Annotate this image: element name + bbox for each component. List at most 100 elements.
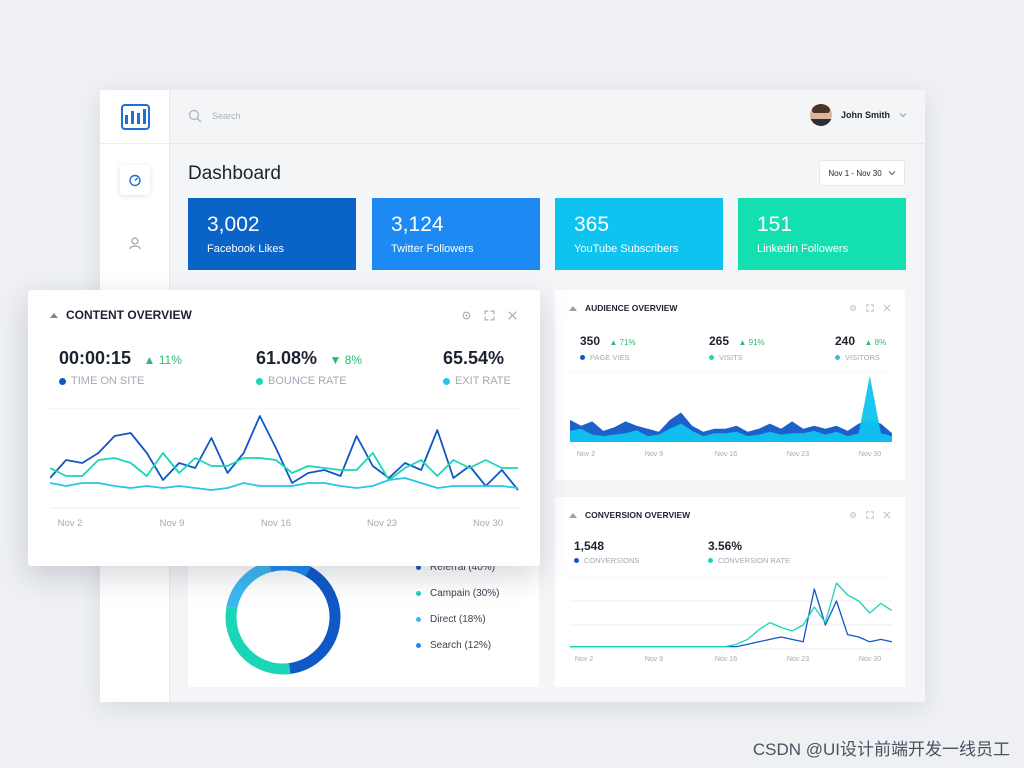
content-line-chart: Nov 2 Nov 9 Nov 16 Nov 23 Nov 30 <box>50 408 520 529</box>
search-icon <box>188 109 202 123</box>
collapse-icon[interactable] <box>569 512 577 518</box>
metric-time-on-site: 00:00:15 ▲ 11% TIME ON SITE <box>59 348 182 387</box>
dashboard-icon <box>129 174 141 187</box>
legend-dot <box>59 377 66 385</box>
legend-item: Campain (30%) <box>416 588 499 599</box>
collapse-icon[interactable] <box>569 305 577 311</box>
traffic-donut-chart <box>225 559 341 675</box>
chevron-down-icon <box>888 171 896 176</box>
series-line-bounce-rate <box>50 452 518 481</box>
series-line-conversion-rate <box>570 582 892 648</box>
avatar[interactable] <box>810 104 832 126</box>
x-tick-label: Nov 16 <box>261 518 291 529</box>
metric-visits: 265 ▲ 91% VISITS <box>709 334 765 362</box>
stat-value: 3,002 <box>207 213 260 236</box>
gear-icon[interactable] <box>461 310 472 321</box>
pie-slice <box>226 561 272 609</box>
user-name: John Smith <box>841 110 890 120</box>
search-input[interactable]: Search <box>212 111 241 121</box>
legend-label: Referral (40%) <box>430 562 496 573</box>
content-overview-card: CONTENT OVERVIEW 00:00:15 ▲ 11% TIME ON … <box>28 290 540 566</box>
x-tick-label: Nov 2 <box>58 518 83 529</box>
legend-dot <box>256 377 263 385</box>
sidebar-item-dashboard[interactable] <box>120 165 150 195</box>
x-tick-label: Nov 30 <box>859 656 881 662</box>
gear-icon[interactable] <box>849 304 857 312</box>
metric-page-views: 350 ▲ 71% PAGE VIES <box>580 334 636 362</box>
card-actions <box>461 310 518 321</box>
x-tick-label: Nov 2 <box>575 656 593 662</box>
x-tick-label: Nov 9 <box>160 518 185 529</box>
series-line-time-on-site <box>50 415 519 491</box>
x-tick-label: Nov 2 <box>577 451 595 457</box>
stat-facebook-likes[interactable]: 3,002 Facebook Likes <box>188 198 356 270</box>
series-line-exit-rate <box>50 477 519 491</box>
legend-dot <box>416 591 421 596</box>
bar-chart-icon[interactable] <box>121 104 150 130</box>
metric-conversions: 1,548 CONVERSIONS <box>574 539 640 565</box>
metric-bounce-rate: 61.08% ▼ 8% BOUNCE RATE <box>256 348 363 387</box>
user-menu[interactable]: John Smith <box>810 104 907 126</box>
change-up: ▲ 11% <box>143 353 182 367</box>
metric-exit-rate: 65.54% EXIT RATE <box>443 348 511 387</box>
change-up: ▲ 71% <box>609 338 636 347</box>
sidebar-item-profile[interactable] <box>120 228 150 258</box>
card-actions <box>849 304 891 312</box>
legend-dot <box>416 565 421 570</box>
audience-overview-card: AUDIENCE OVERVIEW 350 ▲ 71% PAGE VIES 26… <box>555 290 905 480</box>
change-down: ▼ 8% <box>329 353 363 367</box>
card-title: AUDIENCE OVERVIEW <box>569 303 677 313</box>
collapse-icon[interactable] <box>50 312 58 318</box>
audience-area-chart: Nov 2 Nov 9 Nov 16 Nov 23 Nov 30 <box>570 372 892 457</box>
date-range-label: Nov 1 - Nov 30 <box>828 168 882 178</box>
area-visits <box>570 375 892 442</box>
change-up: ▲ 8% <box>864 338 887 347</box>
legend-label: Direct (18%) <box>430 614 486 625</box>
stat-youtube-subscribers[interactable]: 365 YouTube Subscribers <box>555 198 723 270</box>
stat-linkedin-followers[interactable]: 151 Linkedin Followers <box>738 198 906 270</box>
divider <box>100 143 170 144</box>
stat-value: 151 <box>757 213 793 236</box>
stat-twitter-followers[interactable]: 3,124 Twitter Followers <box>372 198 540 270</box>
metric-visitors: 240 ▲ 8% VISITORS <box>835 334 887 362</box>
x-tick-label: Nov 16 <box>715 656 737 662</box>
x-tick-label: Nov 30 <box>473 518 503 529</box>
x-tick-label: Nov 16 <box>715 451 737 457</box>
change-up: ▲ 91% <box>738 338 765 347</box>
stat-label: Linkedin Followers <box>757 243 849 255</box>
expand-icon[interactable] <box>484 310 495 321</box>
legend-dot <box>416 643 421 648</box>
stat-value: 365 <box>574 213 610 236</box>
pie-slice <box>288 566 341 675</box>
x-tick-label: Nov 30 <box>859 451 881 457</box>
x-tick-label: Nov 9 <box>645 451 663 457</box>
x-tick-label: Nov 23 <box>787 451 809 457</box>
gear-icon[interactable] <box>849 511 857 519</box>
expand-icon[interactable] <box>866 304 874 312</box>
search-box[interactable]: Search <box>188 109 241 123</box>
legend-item: Referral (40%) <box>416 562 495 573</box>
metric-conversion-rate: 3.56% CONVERSION RATE <box>708 539 790 565</box>
watermark-text: CSDN @UI设计前端开发一线员工 <box>752 740 1010 759</box>
close-icon[interactable] <box>883 511 891 519</box>
card-title: CONVERSION OVERVIEW <box>569 510 690 520</box>
conversion-overview-card: CONVERSION OVERVIEW 1,548 CONVERSIONS 3.… <box>555 497 905 687</box>
x-tick-label: Nov 23 <box>367 518 397 529</box>
date-range-select[interactable]: Nov 1 - Nov 30 <box>819 160 905 186</box>
stat-label: Twitter Followers <box>391 243 474 255</box>
page-title: Dashboard <box>188 163 281 184</box>
stat-value: 3,124 <box>391 213 444 236</box>
stat-label: Facebook Likes <box>207 243 285 255</box>
dashboard-window: Search John Smith Dashboard Nov 1 - Nov … <box>100 90 925 702</box>
chevron-down-icon[interactable] <box>899 112 907 118</box>
legend-dot <box>443 377 450 385</box>
close-icon[interactable] <box>883 304 891 312</box>
pie-slice <box>225 606 291 675</box>
user-icon <box>129 237 141 250</box>
expand-icon[interactable] <box>866 511 874 519</box>
close-icon[interactable] <box>507 310 518 321</box>
legend-item: Direct (18%) <box>416 614 486 625</box>
x-tick-label: Nov 9 <box>645 656 663 662</box>
stat-label: YouTube Subscribers <box>574 243 679 255</box>
legend-label: Search (12%) <box>430 640 492 651</box>
